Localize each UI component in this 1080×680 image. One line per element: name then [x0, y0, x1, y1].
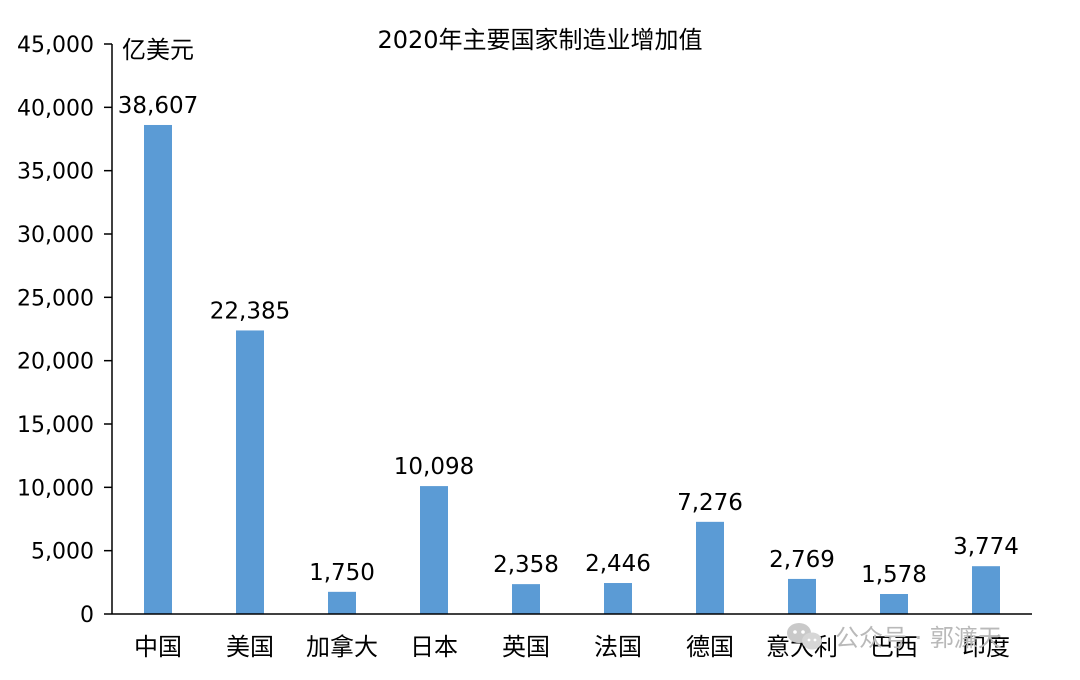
x-tick-label: 英国: [502, 633, 550, 661]
x-tick-label: 德国: [686, 633, 734, 661]
bar: [236, 330, 264, 614]
data-label: 7,276: [677, 490, 743, 516]
bar: [512, 584, 540, 614]
data-label: 1,750: [309, 560, 375, 586]
x-tick-label: 法国: [594, 633, 642, 661]
x-tick-label: 日本: [410, 633, 458, 661]
data-label: 10,098: [394, 454, 474, 480]
y-axis: 0 5,000 10,000 15,000 20,000 25,000 30,000 35,0…: [17, 33, 112, 628]
data-label: 1,578: [861, 562, 927, 588]
bar: [604, 583, 632, 614]
x-tick-label: 中国: [134, 633, 182, 661]
data-label: 22,385: [210, 298, 290, 324]
unit-label: 亿美元: [122, 36, 194, 64]
x-tick-label: 加拿大: [306, 633, 378, 661]
y-tick-label: 0: [80, 603, 94, 628]
bar: [696, 521, 724, 614]
bar: [880, 594, 908, 614]
bar: [420, 486, 448, 614]
watermark: 公众号 · 郭濂天: [787, 623, 1002, 652]
bar: [788, 578, 816, 614]
x-tick-label: 美国: [226, 633, 274, 661]
y-tick-label: 10,000: [17, 476, 94, 501]
bars-group: [144, 124, 1000, 614]
x-tick-label: 印度: [962, 633, 1010, 661]
x-axis-labels-group: 中国 美国 加拿大 日本 英国 法国 德国 意大利 巴西 印度: [134, 633, 1010, 661]
y-tick-label: 15,000: [17, 413, 94, 438]
bar: [328, 591, 356, 614]
x-tick-label: 巴西: [870, 633, 918, 661]
bar: [144, 124, 172, 614]
data-label: 2,358: [493, 552, 559, 578]
wechat-icon: [787, 623, 822, 650]
y-tick-label: 30,000: [17, 223, 94, 248]
data-label: 38,607: [118, 93, 198, 119]
data-label: 2,769: [769, 547, 835, 573]
data-label: 3,774: [953, 534, 1019, 560]
y-tick-label: 35,000: [17, 160, 94, 185]
watermark-text: 公众号 · 郭濂天: [835, 624, 1002, 652]
data-labels-group: 38,607 22,385 1,750 10,098 2,358 2,446 7,276 2,…: [118, 93, 1019, 588]
chart-title: 2020年主要国家制造业增加值: [377, 26, 702, 54]
y-tick-label: 40,000: [17, 96, 94, 121]
bar: [972, 566, 1000, 614]
y-tick-label: 20,000: [17, 350, 94, 375]
y-tick-label: 25,000: [17, 286, 94, 311]
data-label: 2,446: [585, 551, 651, 577]
y-tick-label: 45,000: [17, 33, 94, 58]
y-tick-label: 5,000: [31, 540, 94, 565]
